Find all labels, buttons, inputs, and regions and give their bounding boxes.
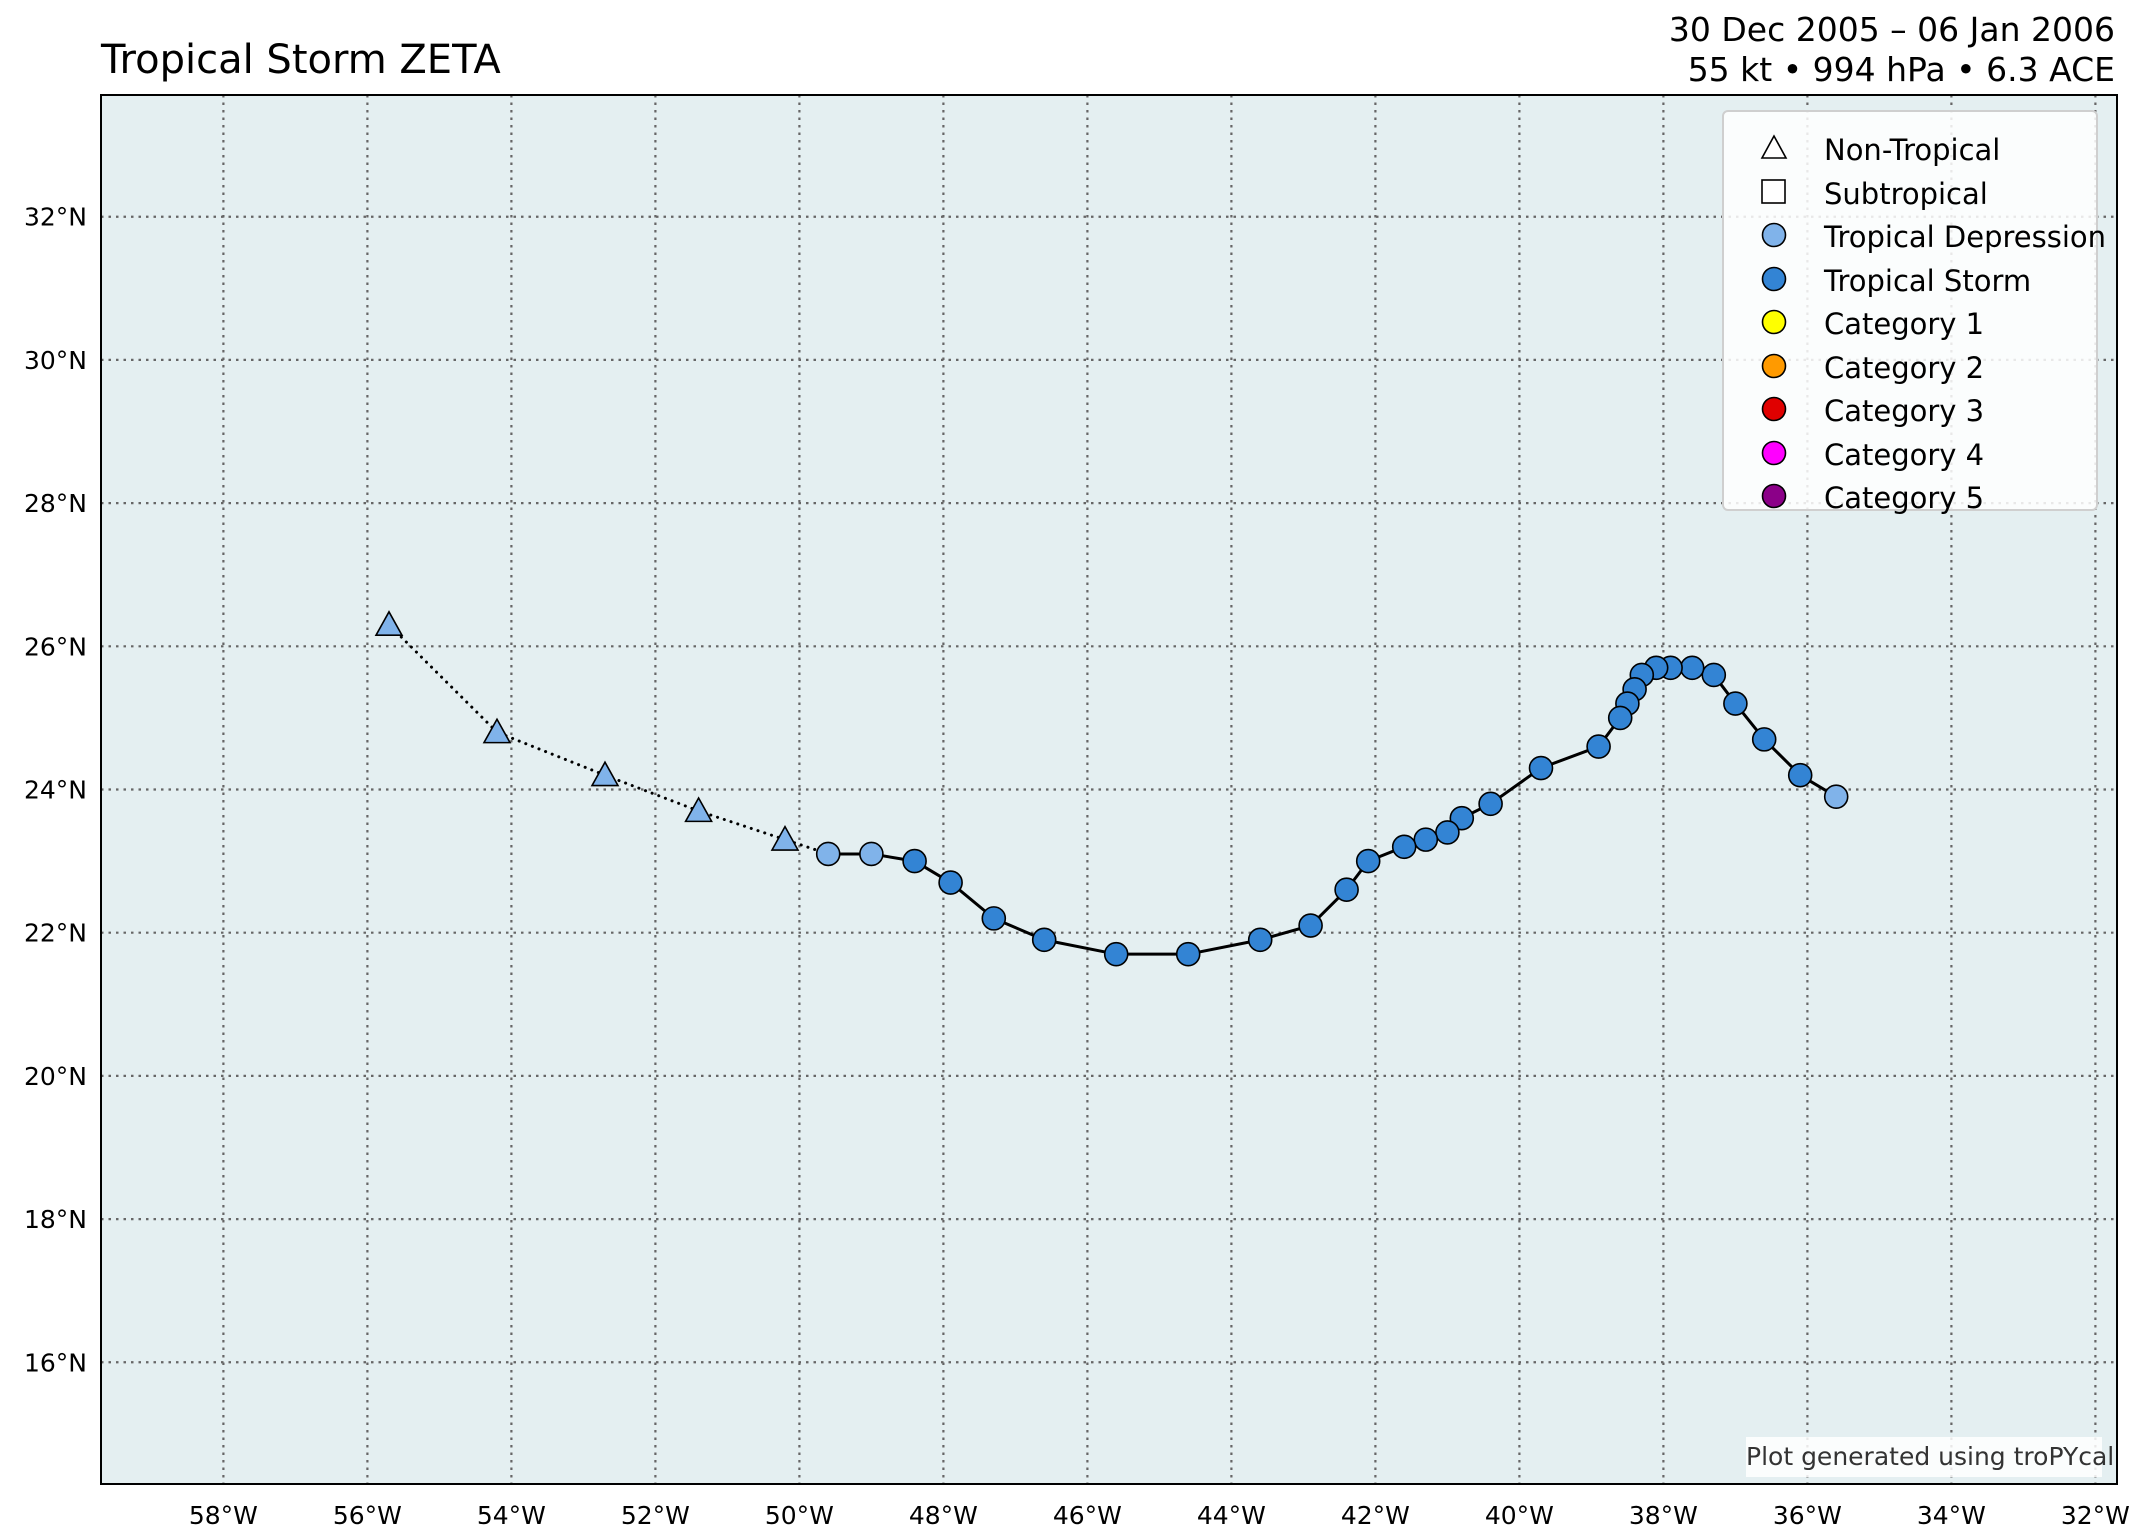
track-point-storm (1103, 941, 1129, 967)
track-point-depression (1823, 784, 1849, 809)
track-point-storm (1751, 727, 1777, 752)
date-range: 30 Dec 2005 – 06 Jan 2006 (1668, 10, 2115, 49)
latitude-ticks: 16°N 18°N 20°N 22°N 24°N 26°N 28°N 30°N 32°N (24, 203, 87, 1378)
y-tick-label: 18°N (24, 1205, 87, 1234)
credit-text: Plot generated using troPYcal (1746, 1437, 2114, 1477)
y-tick-label: 22°N (24, 919, 87, 948)
track-point-storm (1586, 734, 1611, 759)
x-tick-label: 36°W (1773, 1501, 1842, 1530)
track-point-non-tropical (374, 610, 404, 637)
gridlines (101, 95, 2117, 1484)
x-tick-label: 46°W (1053, 1501, 1122, 1530)
track-segment (603, 773, 701, 813)
track-point-storm (1355, 848, 1381, 874)
x-tick-label: 34°W (1917, 1501, 1986, 1530)
legend-label: Category 5 (1824, 481, 1985, 515)
legend-item: Tropical Depression (1724, 215, 2106, 258)
x-tick-label: 42°W (1341, 1501, 1410, 1530)
x-tick-label: 44°W (1197, 1501, 1266, 1530)
y-tick-label: 32°N (24, 203, 87, 232)
track-point-storm (1701, 662, 1727, 688)
legend-label: Subtropical (1824, 176, 1988, 211)
x-tick-label: 40°W (1485, 1501, 1554, 1530)
track-point-non-tropical (482, 717, 512, 744)
legend-item: Category 2 (1724, 346, 2096, 389)
track-point-storm (1723, 691, 1748, 716)
legend-label: Tropical Storm (1824, 263, 2032, 298)
track-point-storm (1528, 755, 1554, 781)
legend-label: Tropical Depression (1824, 220, 2107, 254)
track-point-storm (1031, 927, 1057, 953)
map-title: Tropical Storm ZETA (101, 37, 501, 83)
track-point-depression (815, 841, 841, 867)
y-tick-label: 26°N (24, 632, 87, 661)
longitude-ticks: 58°W 56°W 54°W 52°W 50°W 48°W 46°W 44°W 42°W 40°W… (189, 1501, 2130, 1530)
track-point-depression (859, 841, 884, 867)
legend-item: Category 1 (1724, 302, 2096, 345)
legend-item: Category 5 (1724, 476, 2096, 519)
track-point-storm (902, 848, 927, 874)
track-point-storm (1787, 762, 1813, 788)
track-point-storm (1247, 927, 1273, 953)
legend-symbol (1761, 222, 1787, 248)
x-tick-label: 58°W (189, 1501, 258, 1530)
x-tick-label: 52°W (621, 1501, 690, 1530)
legend-item: Category 3 (1724, 389, 2096, 432)
legend-label: Category 4 (1824, 437, 1985, 472)
legend-symbol (1761, 440, 1787, 465)
legend-symbol (1761, 483, 1787, 509)
x-tick-label: 56°W (333, 1501, 402, 1530)
x-tick-label: 38°W (1629, 1501, 1698, 1530)
track-point-storm (981, 906, 1007, 931)
legend-symbol (1760, 134, 1788, 159)
legend-symbol (1761, 178, 1786, 204)
track-point-storm (1391, 834, 1417, 860)
legend: Non-Tropical Subtropical Tropical Depressi… (1722, 110, 2106, 515)
legend-item: Subtropical (1724, 172, 2096, 215)
legend-symbol (1761, 309, 1787, 335)
track-point-storm (1175, 941, 1201, 967)
x-tick-label: 48°W (909, 1501, 978, 1530)
y-tick-label: 24°N (24, 776, 87, 805)
y-tick-label: 30°N (24, 346, 87, 375)
legend-symbol (1761, 396, 1787, 422)
y-tick-label: 16°N (24, 1348, 87, 1377)
legend-label: Category 3 (1824, 394, 1985, 428)
storm-summary: 30 Dec 2005 – 06 Jan 2006 55 kt • 994 hP… (1669, 10, 2115, 90)
track-segment (697, 809, 787, 842)
x-tick-label: 32°W (2061, 1501, 2130, 1530)
legend-symbol (1761, 266, 1787, 291)
storm-stats: 55 kt • 994 hPa • 6.3 ACE (1687, 50, 2115, 89)
track-point-non-tropical (770, 824, 800, 851)
map-frame (100, 94, 2118, 1485)
y-tick-label: 20°N (24, 1062, 87, 1091)
track-segment (387, 623, 499, 734)
legend-item: Category 4 (1724, 433, 2096, 476)
track-point-storm (1413, 827, 1439, 852)
x-tick-label: 54°W (477, 1501, 546, 1530)
track-point-storm (1298, 913, 1323, 938)
track-point-storm (1607, 705, 1633, 731)
track-point-storm (938, 870, 963, 895)
track-point-storm (1334, 877, 1359, 903)
legend-symbol (1761, 353, 1787, 378)
track-point-storm (1435, 820, 1460, 845)
x-tick-label: 50°W (765, 1501, 834, 1530)
track-point-non-tropical (590, 760, 620, 787)
y-tick-label: 28°N (24, 489, 87, 518)
track-point-storm (1478, 791, 1503, 817)
storm-track-points (374, 610, 1849, 967)
legend-label: Category 1 (1824, 307, 1985, 341)
track-segment (495, 730, 607, 777)
legend-label: Category 2 (1824, 350, 1985, 385)
legend-item: Non-Tropical (1724, 128, 2096, 171)
legend-item: Tropical Storm (1724, 259, 2096, 302)
legend-label: Non-Tropical (1824, 133, 2001, 167)
track-point-storm (1679, 655, 1705, 681)
track-point-non-tropical (684, 796, 713, 823)
